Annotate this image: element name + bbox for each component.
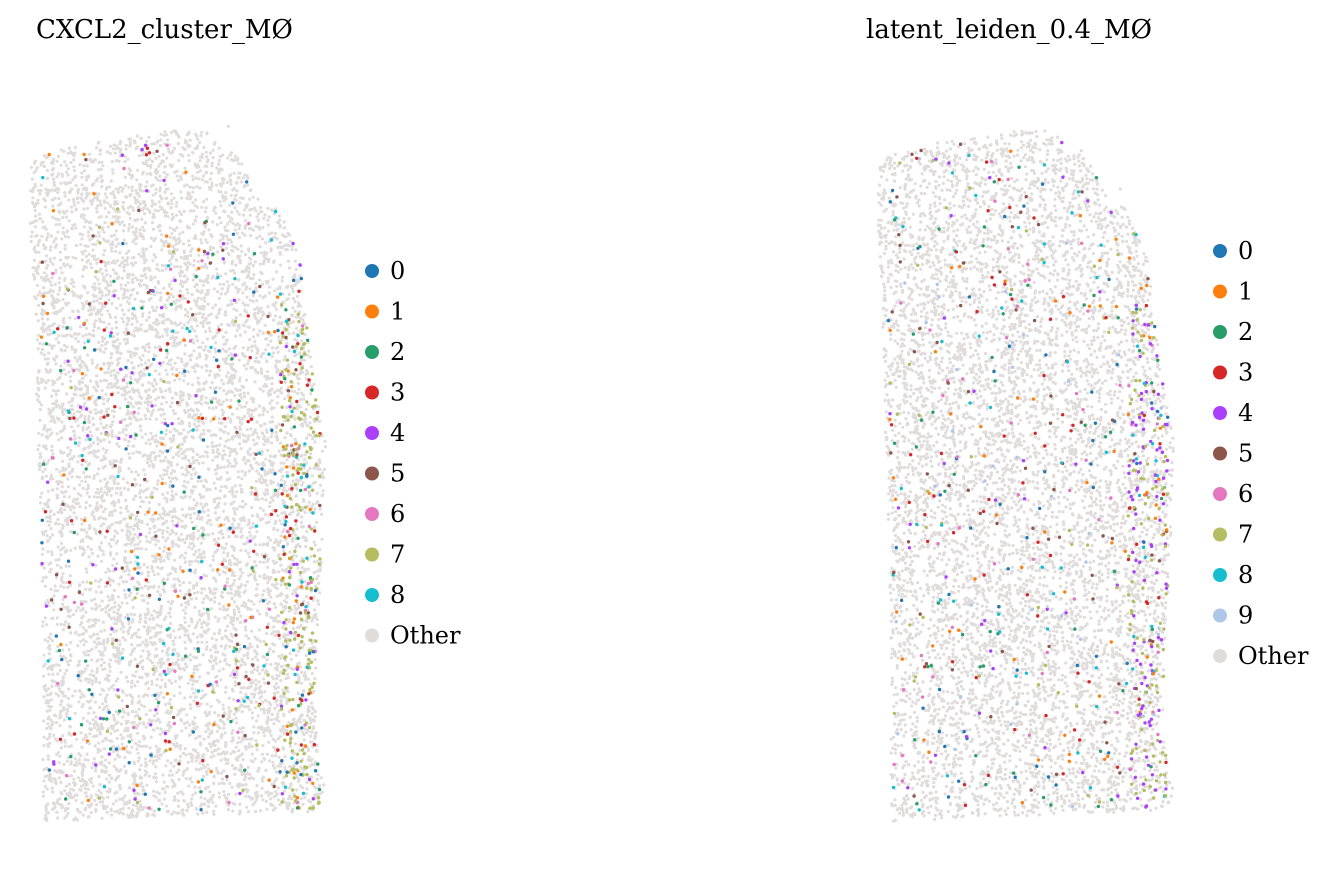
legend-label-7: 7	[390, 541, 405, 569]
legend-label-8: 8	[390, 581, 405, 609]
background-cells	[28, 124, 327, 823]
legend-label-5: 5	[1238, 440, 1253, 468]
panel-latent-leiden: latent_leiden_0.4_MØ 0 1 2 3 4 5 6 7 8 9 Other	[866, 15, 1309, 823]
legend-label-7: 7	[1238, 521, 1253, 549]
legend-label-6: 6	[390, 500, 405, 528]
scatter-plot	[28, 124, 327, 823]
legend-label-5: 5	[390, 460, 405, 488]
legend-marker-3	[365, 385, 379, 400]
legend-marker-5	[1213, 446, 1227, 461]
legend-marker-8	[365, 588, 379, 602]
legend-label-4: 4	[1238, 399, 1253, 427]
legend-marker-2	[1213, 325, 1227, 339]
legend-marker-7	[365, 547, 379, 562]
legend-marker-7	[1213, 527, 1227, 542]
panel-title: latent_leiden_0.4_MØ	[866, 15, 1152, 45]
legend-marker-0	[1213, 244, 1227, 258]
panel-title: CXCL2_cluster_MØ	[36, 15, 293, 45]
legend-marker-6	[1213, 487, 1227, 501]
legend-label-9: 9	[1238, 602, 1253, 630]
legend-label-6: 6	[1238, 480, 1253, 508]
legend-marker-3	[1213, 365, 1227, 380]
legend-label-8: 8	[1238, 561, 1253, 589]
legend-marker-2	[365, 345, 379, 359]
legend-marker-9	[1213, 608, 1227, 623]
legend-label-3: 3	[1238, 359, 1253, 387]
legend-marker-6	[365, 507, 379, 521]
scatter-plot	[876, 129, 1175, 823]
legend-marker-other	[1213, 649, 1227, 663]
legend-marker-5	[365, 466, 379, 481]
legend-label-1: 1	[390, 298, 405, 326]
legend-marker-other	[365, 628, 379, 643]
legend-marker-8	[1213, 568, 1227, 582]
legend-label-4: 4	[390, 419, 405, 447]
cluster-cells	[886, 140, 1170, 812]
cluster-cells	[39, 143, 322, 812]
background-cells	[876, 129, 1175, 823]
panel-cxcl2-cluster: CXCL2_cluster_MØ 0 1 2 3 4 5 6 7 8 Other	[28, 15, 461, 823]
legend-marker-1	[1213, 284, 1227, 299]
legend-label-other: Other	[1238, 642, 1309, 670]
legend-label-2: 2	[390, 338, 405, 366]
legend-marker-4	[365, 426, 379, 440]
legend-marker-0	[365, 264, 379, 278]
legend-marker-4	[1213, 406, 1227, 420]
legend-label-other: Other	[390, 622, 461, 650]
legend-label-1: 1	[1238, 278, 1253, 306]
legend-label-3: 3	[390, 379, 405, 407]
legend: 0 1 2 3 4 5 6 7 8 Other	[365, 257, 461, 650]
legend-label-0: 0	[390, 257, 405, 285]
legend-label-2: 2	[1238, 318, 1253, 346]
legend-marker-1	[365, 304, 379, 319]
legend: 0 1 2 3 4 5 6 7 8 9 Other	[1213, 237, 1309, 670]
legend-label-0: 0	[1238, 237, 1253, 265]
